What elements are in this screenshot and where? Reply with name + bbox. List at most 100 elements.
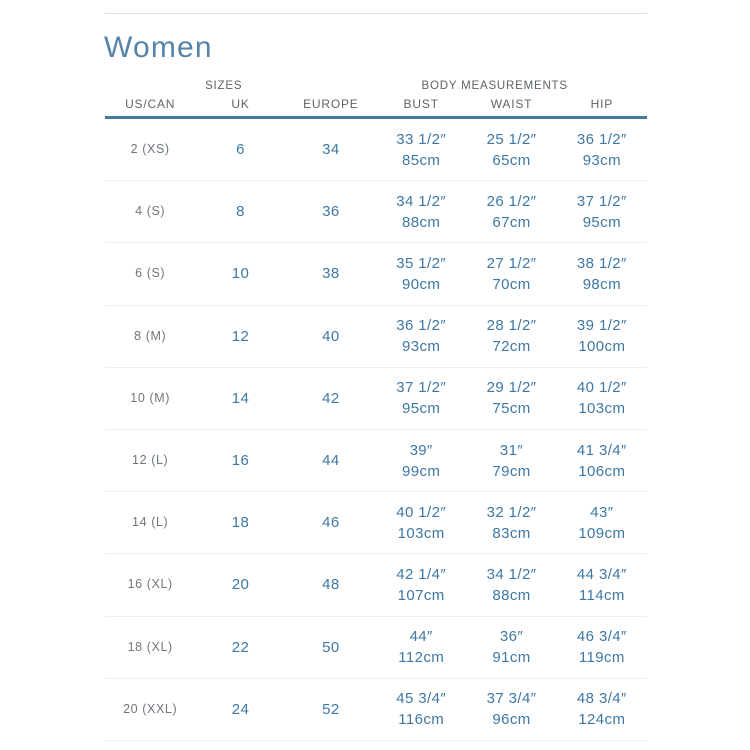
waist-inches: 26 1/2″ <box>486 192 537 210</box>
bust-cm: 93cm <box>402 338 441 356</box>
cell-uk: 10 <box>231 265 250 283</box>
waist-inches: 25 1/2″ <box>486 130 537 148</box>
cell-europe: 40 <box>322 327 340 345</box>
group-header-body-measurements: BODY MEASUREMENTS <box>421 80 568 92</box>
cell-europe: 44 <box>322 452 340 470</box>
cell-bust: 34 1/2″ 88cm <box>376 181 466 242</box>
cell-us-can: 8 (M) <box>134 328 167 343</box>
bust-inches: 34 1/2″ <box>396 192 447 210</box>
cell-us-can: 18 (XL) <box>127 639 173 654</box>
hip-inches: 39 1/2″ <box>576 317 627 335</box>
table-row: 14 (L) 18 46 40 1/2″ 103cm 32 1/2″ 83cm … <box>105 492 647 555</box>
cell-bust: 35 1/2″ 90cm <box>376 243 466 304</box>
bust-inches: 36 1/2″ <box>396 317 447 335</box>
cell-bust: 40 1/2″ 103cm <box>376 492 466 553</box>
bust-cm: 107cm <box>397 586 445 604</box>
cell-uk: 6 <box>236 141 245 159</box>
cell-europe: 34 <box>322 141 340 159</box>
table-row: 20 (XXL) 24 52 45 3/4″ 116cm 37 3/4″ 96c… <box>105 679 647 741</box>
bust-inches: 35 1/2″ <box>396 254 447 272</box>
bust-cm: 88cm <box>402 213 441 231</box>
cell-europe: 42 <box>322 389 340 407</box>
page-title: Women <box>104 31 213 64</box>
header-underline <box>105 116 647 119</box>
cell-us-can: 16 (XL) <box>127 577 173 592</box>
bust-inches: 37 1/2″ <box>396 379 447 397</box>
cell-uk: 12 <box>231 327 250 345</box>
hip-cm: 95cm <box>582 213 621 231</box>
group-spacer <box>105 78 184 94</box>
cell-bust: 42 1/4″ 107cm <box>376 554 466 615</box>
cell-hip: 37 1/2″ 95cm <box>557 181 647 242</box>
cell-europe: 52 <box>322 700 340 718</box>
cell-bust: 33 1/2″ 85cm <box>376 119 466 180</box>
cell-hip: 41 3/4″ 106cm <box>557 430 647 491</box>
cell-bust: 37 1/2″ 95cm <box>376 368 466 429</box>
hip-cm: 98cm <box>582 275 621 293</box>
cell-hip: 38 1/2″ 98cm <box>557 243 647 304</box>
bust-inches: 45 3/4″ <box>396 690 447 708</box>
cell-uk: 20 <box>231 576 250 594</box>
waist-inches: 37 3/4″ <box>486 690 537 708</box>
cell-bust: 45 3/4″ 116cm <box>376 679 466 740</box>
cell-hip: 48 3/4″ 124cm <box>557 679 647 740</box>
group-header-sizes: SIZES <box>205 80 243 92</box>
cell-us-can: 2 (XS) <box>130 142 170 157</box>
group-spacer <box>568 78 647 94</box>
cell-uk: 24 <box>231 700 250 718</box>
waist-inches: 32 1/2″ <box>486 503 537 521</box>
hip-cm: 106cm <box>578 462 626 480</box>
waist-cm: 83cm <box>492 524 531 542</box>
column-header-uk: UK <box>231 96 250 111</box>
table-row: 6 (S) 10 38 35 1/2″ 90cm 27 1/2″ 70cm 38… <box>105 243 647 306</box>
hip-cm: 100cm <box>578 338 626 356</box>
cell-waist: 36″ 91cm <box>466 617 556 678</box>
cell-waist: 28 1/2″ 72cm <box>466 306 556 367</box>
cell-hip: 46 3/4″ 119cm <box>557 617 647 678</box>
women-size-table: SIZES BODY MEASUREMENTS US/CAN UK EUROPE… <box>105 78 647 741</box>
cell-uk: 14 <box>231 389 250 407</box>
waist-inches: 27 1/2″ <box>486 254 537 272</box>
cell-waist: 32 1/2″ 83cm <box>466 492 556 553</box>
cell-bust: 39″ 99cm <box>376 430 466 491</box>
waist-cm: 79cm <box>492 462 531 480</box>
hip-inches: 37 1/2″ <box>576 192 627 210</box>
table-row: 16 (XL) 20 48 42 1/4″ 107cm 34 1/2″ 88cm… <box>105 554 647 617</box>
hip-cm: 103cm <box>578 400 626 418</box>
cell-hip: 36 1/2″ 93cm <box>557 119 647 180</box>
waist-cm: 88cm <box>492 586 531 604</box>
cell-waist: 25 1/2″ 65cm <box>466 119 556 180</box>
cell-uk: 16 <box>231 452 250 470</box>
waist-cm: 67cm <box>492 213 531 231</box>
waist-inches: 31″ <box>499 441 524 459</box>
group-spacer <box>263 78 342 94</box>
table-row: 18 (XL) 22 50 44″ 112cm 36″ 91cm 46 3/4″… <box>105 617 647 679</box>
cell-bust: 36 1/2″ 93cm <box>376 306 466 367</box>
bust-cm: 112cm <box>398 649 445 667</box>
cell-uk: 8 <box>236 203 245 221</box>
cell-hip: 43″ 109cm <box>557 492 647 553</box>
column-header-us-can: US/CAN <box>125 96 176 111</box>
cell-us-can: 12 (L) <box>132 453 169 468</box>
table-row: 2 (XS) 6 34 33 1/2″ 85cm 25 1/2″ 65cm 36… <box>105 119 647 182</box>
cell-waist: 34 1/2″ 88cm <box>466 554 556 615</box>
cell-europe: 46 <box>322 514 340 532</box>
waist-cm: 75cm <box>492 400 531 418</box>
waist-inches: 28 1/2″ <box>486 317 537 335</box>
cell-hip: 39 1/2″ 100cm <box>557 306 647 367</box>
waist-cm: 72cm <box>492 338 531 356</box>
group-header-row: SIZES BODY MEASUREMENTS <box>105 78 647 94</box>
cell-us-can: 4 (S) <box>135 204 166 219</box>
cell-uk: 18 <box>231 514 250 532</box>
cell-bust: 44″ 112cm <box>376 617 466 678</box>
cell-us-can: 14 (L) <box>132 515 169 530</box>
cell-uk: 22 <box>231 638 250 656</box>
hip-inches: 40 1/2″ <box>576 379 627 397</box>
hip-cm: 109cm <box>578 524 626 542</box>
waist-inches: 29 1/2″ <box>486 379 537 397</box>
group-spacer <box>342 78 421 94</box>
waist-cm: 91cm <box>492 649 531 667</box>
hip-inches: 38 1/2″ <box>576 254 627 272</box>
top-divider <box>105 13 647 14</box>
cell-waist: 26 1/2″ 67cm <box>466 181 556 242</box>
